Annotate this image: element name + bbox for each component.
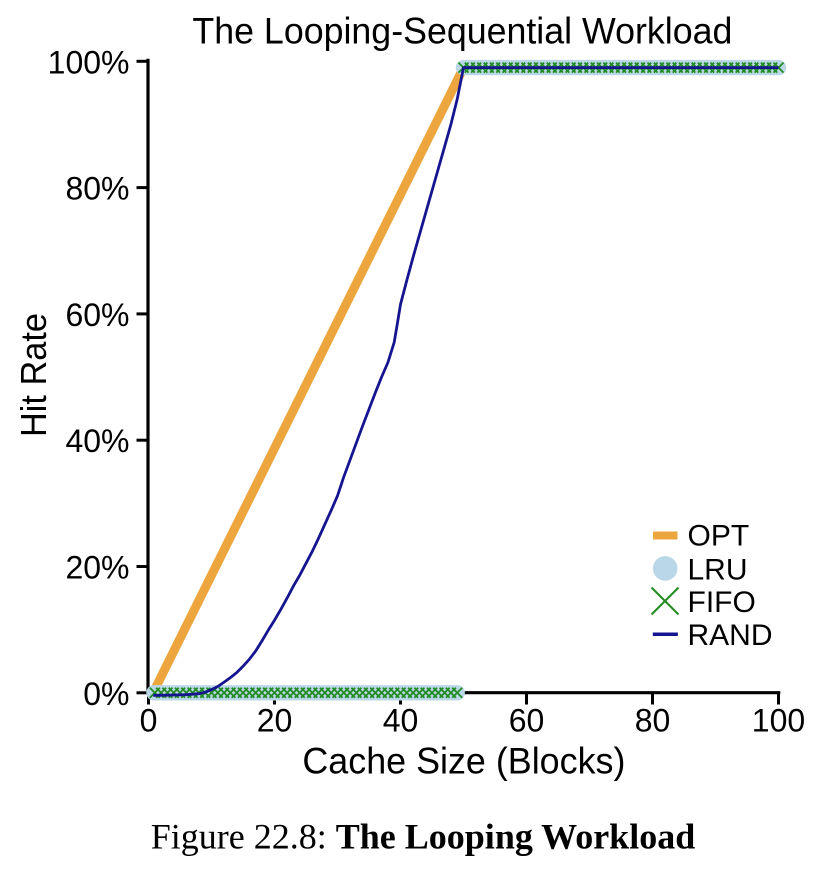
svg-text:60%: 60% [65,297,129,333]
svg-text:0: 0 [140,703,158,739]
svg-text:60: 60 [509,703,545,739]
svg-text:Cache Size (Blocks): Cache Size (Blocks) [302,740,625,781]
svg-text:OPT: OPT [688,520,750,553]
svg-text:20%: 20% [65,550,129,586]
svg-text:40%: 40% [65,423,129,459]
svg-text:80: 80 [635,703,671,739]
svg-text:40: 40 [383,703,419,739]
svg-text:80%: 80% [65,171,129,207]
svg-text:Figure 22.8: The Looping Workl: Figure 22.8: The Looping Workload [151,817,695,857]
svg-text:The Looping-Sequential Workloa: The Looping-Sequential Workload [192,9,732,51]
svg-text:20: 20 [257,703,293,739]
svg-text:RAND: RAND [688,619,773,652]
svg-text:100: 100 [752,703,805,739]
svg-text:FIFO: FIFO [688,586,756,619]
svg-text:Hit Rate: Hit Rate [13,313,54,437]
svg-text:100%: 100% [48,44,130,80]
svg-text:0%: 0% [83,676,129,712]
svg-text:LRU: LRU [688,553,748,586]
